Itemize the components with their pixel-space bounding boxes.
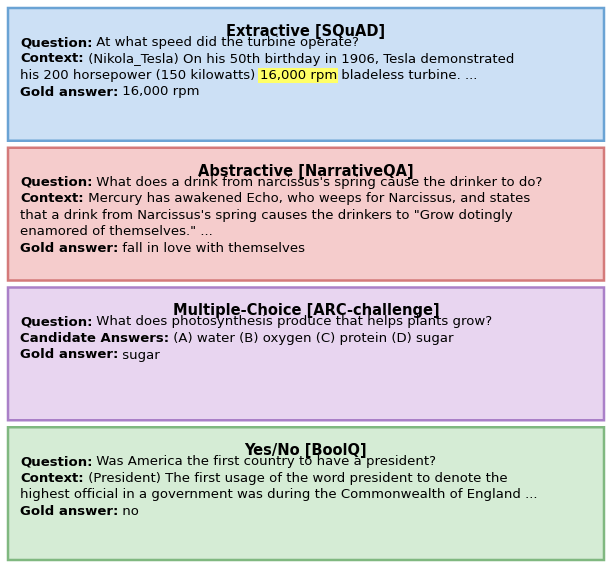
Text: Yes/No [BoolQ]: Yes/No [BoolQ] [245,443,367,458]
Text: highest official in a government was during the Commonwealth of England ...: highest official in a government was dur… [20,488,537,501]
Text: that a drink from Narcissus's spring causes the drinkers to "Grow dotingly: that a drink from Narcissus's spring cau… [20,209,513,222]
Text: Context:: Context: [20,192,84,205]
Text: bladeless turbine. ...: bladeless turbine. ... [337,69,477,82]
Text: Question:: Question: [20,176,92,189]
Text: (A) water (B) oxygen (C) protein (D) sugar: (A) water (B) oxygen (C) protein (D) sug… [169,332,453,345]
Text: 16,000 rpm: 16,000 rpm [259,69,337,82]
Text: Question:: Question: [20,315,92,328]
Text: Mercury has awakened Echo, who weeps for Narcissus, and states: Mercury has awakened Echo, who weeps for… [84,192,530,205]
FancyBboxPatch shape [8,287,604,420]
Text: Was America the first country to have a president?: Was America the first country to have a … [92,455,436,468]
Text: Question:: Question: [20,36,92,49]
FancyBboxPatch shape [8,427,604,560]
Text: Gold answer:: Gold answer: [20,86,118,98]
Text: Candidate Answers:: Candidate Answers: [20,332,169,345]
Text: (Nikola_Tesla) On his 50th birthday in 1906, Tesla demonstrated: (Nikola_Tesla) On his 50th birthday in 1… [84,52,514,65]
FancyBboxPatch shape [8,148,604,281]
Text: fall in love with themselves: fall in love with themselves [118,242,305,255]
Text: Gold answer:: Gold answer: [20,242,118,255]
Text: his 200 horsepower (150 kilowatts): his 200 horsepower (150 kilowatts) [20,69,259,82]
Text: Extractive [SQuAD]: Extractive [SQuAD] [226,24,386,39]
Text: enamored of themselves." ...: enamored of themselves." ... [20,225,213,238]
Text: 16,000 rpm: 16,000 rpm [118,86,200,98]
Text: sugar: sugar [118,349,160,361]
Text: (President) The first usage of the word president to denote the: (President) The first usage of the word … [84,472,507,485]
Text: Abstractive [NarrativeQA]: Abstractive [NarrativeQA] [198,164,414,179]
Text: Question:: Question: [20,455,92,468]
FancyBboxPatch shape [8,8,604,141]
Text: Gold answer:: Gold answer: [20,349,118,361]
Text: At what speed did the turbine operate?: At what speed did the turbine operate? [92,36,359,49]
Text: Multiple-Choice [ARC-challenge]: Multiple-Choice [ARC-challenge] [173,303,439,319]
Text: Context:: Context: [20,52,84,65]
Text: What does a drink from narcissus's spring cause the drinker to do?: What does a drink from narcissus's sprin… [92,176,543,189]
Text: What does photosynthesis produce that helps plants grow?: What does photosynthesis produce that he… [92,315,493,328]
Text: Context:: Context: [20,472,84,485]
Text: no: no [118,505,140,518]
Text: Gold answer:: Gold answer: [20,505,118,518]
